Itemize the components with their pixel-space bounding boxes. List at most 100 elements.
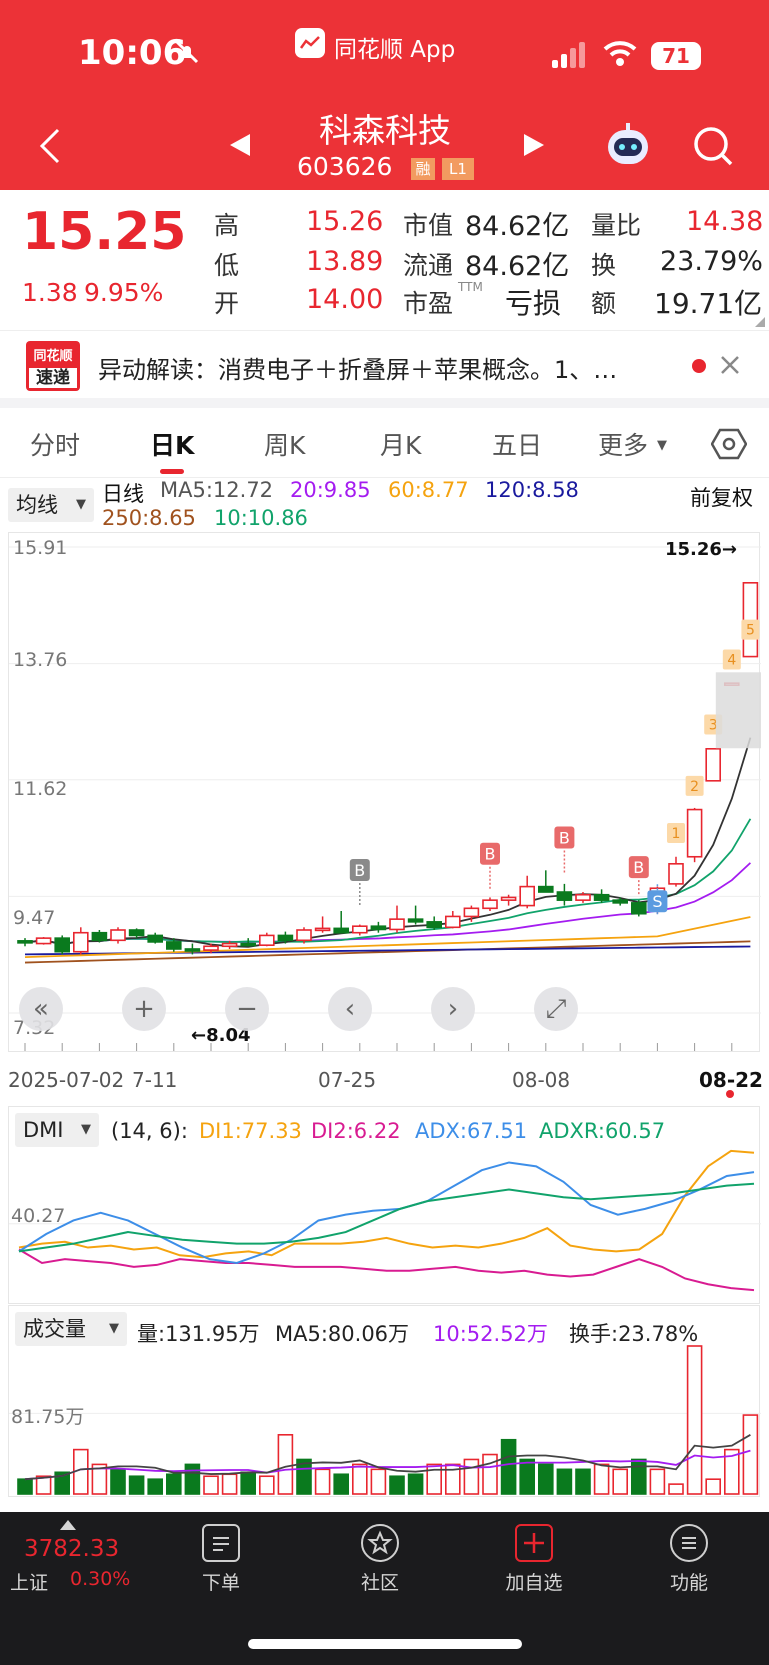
candle-body [91,931,108,942]
volume-bar [184,1463,201,1495]
price-change: 1.38 [22,278,78,307]
settings-hexagon-icon[interactable] [710,426,748,462]
fullscreen-button[interactable]: ⤢ [534,987,578,1031]
tab-weekly-k[interactable]: 周K [264,431,306,460]
expand-up-icon[interactable] [60,1520,76,1530]
ths-app-icon [295,28,325,58]
candle-body [166,941,182,950]
nav-add-watchlist[interactable]: 加自选 [479,1524,589,1595]
active-tab-indicator [160,469,184,474]
ma250-line [24,940,751,964]
turnover-label: 换 [591,251,617,280]
candle-body [482,899,498,910]
candle-body [203,945,219,951]
chevron-down-icon: ▼ [81,1122,91,1137]
buy-marker-label: B [354,861,365,880]
volume-bar [166,1473,182,1495]
chevron-down-icon: ▼ [657,438,667,453]
tab-daily-k[interactable]: 日K [150,431,195,460]
candle-body [500,896,517,901]
tab-five-day[interactable]: 五日 [492,431,543,460]
zoom-out-button[interactable]: − [225,987,269,1031]
indicator-selector[interactable]: 均线 ▼ [8,488,94,522]
dmi-adx: ADX:67.51 [415,1119,528,1143]
search-icon[interactable] [691,124,735,168]
mute-icon [173,38,201,66]
candle-body [314,927,331,932]
x-tick-label-current: 08-22 [699,1068,763,1092]
volume-turnover: 换手:23.78% [569,1322,699,1346]
home-indicator [248,1639,522,1649]
candle-body [73,931,89,953]
volume-bar [35,1475,52,1495]
ma60-legend: 60:8.77 [388,478,469,502]
status-time: 10:06 [78,33,187,73]
dmi-di1-line [18,1149,755,1259]
tab-intraday[interactable]: 分时 [30,431,81,460]
prev-stock-icon[interactable] [228,132,252,158]
robot-assistant-icon[interactable] [603,120,653,170]
candle-body [537,885,554,893]
y-tick-label: 9.47 [13,907,56,929]
index-pct: 0.30% [70,1568,131,1590]
zoom-in-button[interactable]: + [122,987,166,1031]
adjust-mode[interactable]: 前复权 [690,486,753,510]
tab-more[interactable]: 更多 [598,431,649,460]
nav-functions[interactable]: 功能 [634,1524,744,1595]
news-logo-top: 同花顺 [33,349,73,364]
sell-marker [647,890,668,913]
y-tick-label: 11.62 [13,778,68,800]
news-logo: 同花顺 速递 [26,341,80,391]
pe-ttm-sup: TTM [458,280,483,294]
margin-badge: 融 [411,158,435,180]
y-tick-label: 15.91 [13,537,68,559]
nav-community[interactable]: 社区 [325,1524,435,1595]
tab-monthly-k[interactable]: 月K [380,431,422,460]
limit-up-count [685,775,704,796]
candle-body [240,942,256,947]
mcap-label: 市值 [403,211,454,240]
volume-bar [389,1475,405,1495]
volume-bar [426,1463,443,1495]
scroll-right-button[interactable]: › [431,987,475,1031]
dmi-selector[interactable]: DMI ▼ [15,1113,99,1147]
volume-bar [128,1475,145,1495]
chevron-down-icon: ▼ [76,497,86,512]
dmi-panel[interactable]: DMI ▼ (14, 6): DI1:77.33 DI2:6.22 ADX:67.… [8,1106,761,1304]
volume-selector[interactable]: 成交量 ▼ [15,1312,127,1346]
dmi-di2: DI2:6.22 [311,1119,401,1143]
news-ticker[interactable]: 同花顺 速递 异动解读：消费电子＋折叠屏＋苹果概念。1、… [0,330,769,402]
volume-bar [649,1468,666,1495]
open-value: 14.00 [306,284,384,315]
ma20-legend: 20:9.85 [290,478,371,502]
vol-ratio-value: 14.38 [686,206,764,237]
scroll-left-button[interactable]: ‹ [328,987,372,1031]
ma250-legend: 250:8.65 [102,506,196,530]
volume-bar [668,1483,684,1495]
volume-bar [240,1471,256,1495]
turnover-value: 23.79% [660,246,763,277]
back-arrow-icon[interactable] [34,126,64,166]
nav-order[interactable]: 下单 [166,1524,276,1595]
low-label: 低 [214,251,240,280]
candle-body [110,929,126,942]
nav-community-label: 社区 [360,1572,399,1594]
volume-bar [333,1473,350,1495]
collapse-left-button[interactable]: « [19,987,63,1031]
dmi-params: (14, 6): [111,1119,188,1143]
news-text[interactable]: 异动解读：消费电子＋折叠屏＋苹果概念。1、… [98,356,618,384]
candle-body [426,921,443,929]
volume-panel[interactable]: 成交量 ▼ 量:131.95万 MA5:80.06万 10:52.52万 换手:2… [8,1305,761,1497]
index-value[interactable]: 3782.33 [24,1536,120,1562]
next-stock-icon[interactable] [522,132,546,158]
high-value: 15.26 [306,206,384,237]
section-gap [0,398,769,408]
expand-corner-icon[interactable] [755,312,765,327]
app-label[interactable]: 同花顺 App [334,37,456,63]
close-icon[interactable] [718,353,742,377]
ma5-legend: MA5:12.72 [160,478,274,502]
volume-bar [463,1458,480,1495]
buy-marker [554,826,575,849]
amount-value: 19.71亿 [654,287,763,320]
